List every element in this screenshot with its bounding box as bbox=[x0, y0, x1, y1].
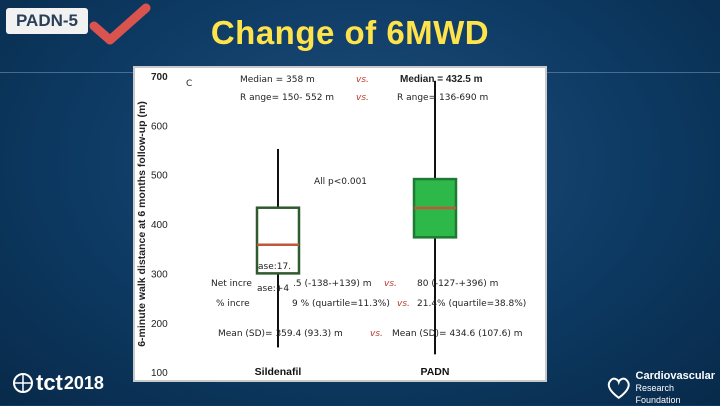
y-tick-label: 400 bbox=[151, 220, 168, 231]
x-tick-label: Sildenafil bbox=[255, 366, 302, 378]
mean-padn-text: Mean (SD)= 434.6 (107.6) m bbox=[392, 329, 523, 339]
crf-logo: Cardiovascular Research Foundation bbox=[606, 370, 720, 406]
tct-globe-icon bbox=[13, 373, 33, 393]
y-tick-label: 500 bbox=[151, 171, 168, 182]
tct-logo: tct 2018 bbox=[12, 370, 104, 396]
mean-sildenafil-text: Mean (SD)= 359.4 (93.3) m bbox=[218, 329, 343, 339]
net-increase-fragment: ase:17. bbox=[258, 262, 292, 272]
vs-label: vs. bbox=[397, 299, 410, 309]
vs-label: vs. bbox=[370, 329, 383, 339]
y-tick-label: 300 bbox=[151, 269, 168, 280]
crf-logo-line2: Research Foundation bbox=[635, 383, 681, 405]
vs-label: vs. bbox=[356, 75, 369, 85]
net-increase-value: .5 (-138-+139) m bbox=[293, 279, 372, 289]
y-axis-label: 6-minute walk distance at 6 months follo… bbox=[136, 101, 148, 347]
sildenafil-box bbox=[255, 206, 301, 275]
padn-median-text: Median = 432.5 m bbox=[400, 74, 483, 85]
tct-logo-year: 2018 bbox=[63, 372, 104, 393]
net-increase-label: Net incre bbox=[211, 279, 252, 289]
net-increase-padn: 80 (-127-+396) m bbox=[417, 279, 499, 289]
vs-label: vs. bbox=[384, 279, 397, 289]
crf-heart-icon bbox=[607, 377, 630, 400]
percent-increase-value: 9 % (quartile=11.3%) bbox=[292, 299, 390, 309]
checkmark-icon bbox=[89, 3, 151, 45]
sildenafil-range-text: R ange= 150- 552 m bbox=[240, 93, 335, 103]
net-increase-fragment: ase:+4 bbox=[257, 284, 290, 294]
crf-logo-line1: Cardiovascular bbox=[635, 370, 715, 382]
padn-range-text: R ange= 136-690 m bbox=[397, 93, 489, 103]
tct-logo-text: tct bbox=[36, 370, 63, 395]
sildenafil-median-text: Median = 358 m bbox=[240, 75, 315, 85]
box-plot-chart: 6-minute walk distance at 6 months follo… bbox=[136, 72, 458, 379]
percent-increase-padn: 21.4% (quartile=38.8%) bbox=[417, 299, 527, 309]
percent-increase-label: % incre bbox=[216, 299, 250, 309]
y-tick-label: 700 bbox=[151, 72, 168, 83]
panel-letter: C bbox=[186, 79, 193, 89]
x-tick-label: PADN bbox=[421, 366, 450, 378]
chart-panel bbox=[133, 66, 547, 382]
y-tick-label: 100 bbox=[151, 368, 168, 379]
y-tick-label: 200 bbox=[151, 319, 168, 330]
p-value-text: All p<0.001 bbox=[314, 177, 368, 187]
slide-title: Change of 6MWD bbox=[210, 14, 490, 51]
slide-label: PADN-5 bbox=[6, 8, 88, 34]
vs-label: vs. bbox=[356, 93, 369, 103]
y-tick-label: 600 bbox=[151, 121, 168, 132]
